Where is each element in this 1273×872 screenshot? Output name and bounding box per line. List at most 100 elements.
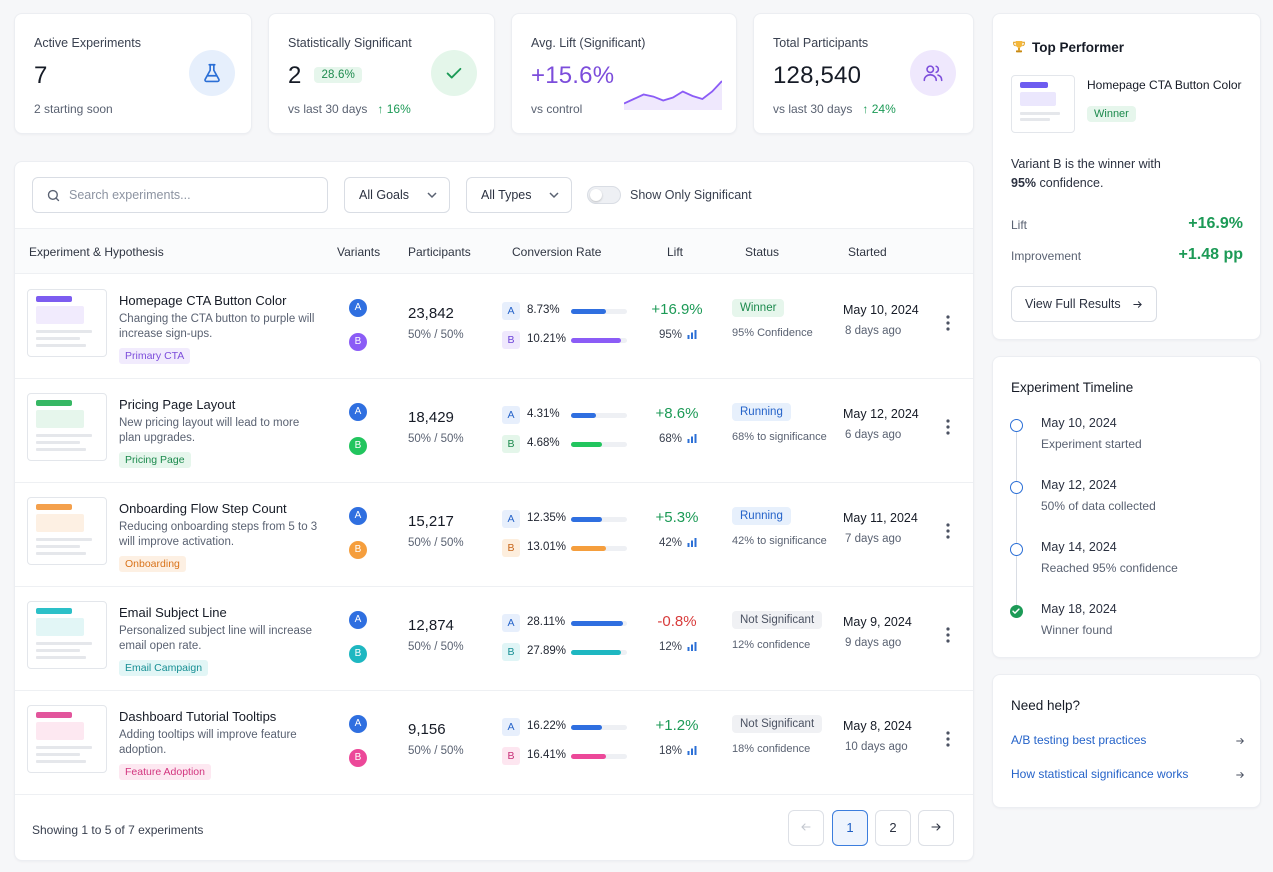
started-date: May 12, 2024 xyxy=(843,407,919,421)
variant-b-chip: B xyxy=(502,539,520,557)
signal-icon xyxy=(687,746,697,755)
timeline-event: 50% of data collected xyxy=(1041,499,1156,513)
improvement-label: Improvement xyxy=(1011,249,1082,263)
variant-b-bar xyxy=(571,338,627,343)
variant-b-dot: B xyxy=(349,333,367,351)
more-options-icon[interactable] xyxy=(942,729,954,749)
variant-a-dot: A xyxy=(349,299,367,317)
page-2-button[interactable]: 2 xyxy=(875,810,911,846)
experiment-tag: Primary CTA xyxy=(119,348,191,364)
experiment-tag: Email Campaign xyxy=(119,660,209,676)
table-row[interactable]: Email Subject Line Personalized subject l… xyxy=(15,587,973,691)
status-badge: Running xyxy=(732,403,791,421)
variant-a-fill xyxy=(571,621,623,626)
col-conversion: Conversion Rate xyxy=(512,245,602,259)
stat-value: 2 28.6% xyxy=(288,62,363,90)
experiments-table-card: All Goals All Types Show Only Significan… xyxy=(14,161,974,861)
page-1-button[interactable]: 1 xyxy=(832,810,868,846)
variant-b-fill xyxy=(571,754,606,759)
lift-value: -0.8% xyxy=(657,613,697,630)
variant-b-fill xyxy=(571,650,622,655)
flask-icon xyxy=(189,50,235,96)
sparkline-area xyxy=(624,81,722,110)
experiment-hypothesis: Reducing onboarding steps from 5 to 3 wi… xyxy=(119,521,318,548)
lift-label: Lift xyxy=(1011,218,1028,232)
check-circle-icon xyxy=(1010,605,1023,618)
col-participants: Participants xyxy=(408,245,471,259)
lift-sparkline xyxy=(624,80,722,110)
table-row[interactable]: Onboarding Flow Step Count Reducing onboa… xyxy=(15,483,973,587)
lift-value: +16.9% xyxy=(1188,215,1243,232)
variant-a-rate: 12.35% xyxy=(527,512,567,524)
timeline-date: May 10, 2024 xyxy=(1041,416,1117,430)
experiment-name[interactable]: Onboarding Flow Step Count xyxy=(119,501,287,516)
variant-a-fill xyxy=(571,309,606,314)
thumb-bar xyxy=(36,712,72,718)
lift-value: +1.2% xyxy=(655,717,699,734)
variant-b-rate: 27.89% xyxy=(527,645,567,657)
participant-count: 9,156 xyxy=(408,721,446,738)
chevron-down-icon xyxy=(427,192,437,199)
participant-split: 50% / 50% xyxy=(408,745,464,757)
col-variants: Variants xyxy=(337,245,381,259)
participant-count: 15,217 xyxy=(408,513,454,530)
arrow-left-icon xyxy=(801,823,811,831)
more-options-icon[interactable] xyxy=(942,625,954,645)
variant-a-bar xyxy=(571,413,627,418)
more-options-icon[interactable] xyxy=(942,313,954,333)
col-lift: Lift xyxy=(667,245,684,259)
prev-page-button[interactable] xyxy=(788,810,824,846)
status-badge: Running xyxy=(732,507,791,525)
variant-b-rate: 16.41% xyxy=(527,749,567,761)
stat-value: 7 xyxy=(34,62,48,89)
sparkline-line xyxy=(624,80,722,105)
table-row[interactable]: Pricing Page Layout New pricing layout wi… xyxy=(15,379,973,483)
signal-icon xyxy=(687,330,697,339)
participant-split: 50% / 50% xyxy=(408,537,464,549)
more-options-icon[interactable] xyxy=(942,417,954,437)
next-page-button[interactable] xyxy=(918,810,954,846)
status-badge: Not Significant xyxy=(732,715,823,733)
pagination: 1 2 xyxy=(15,796,973,860)
timeline-date: May 18, 2024 xyxy=(1041,602,1117,616)
signal-icon xyxy=(687,434,697,443)
top-performer-thumbnail xyxy=(1011,75,1075,133)
variant-b-chip: B xyxy=(502,747,520,765)
help-link-best-practices[interactable]: A/B testing best practices xyxy=(1011,733,1245,747)
variant-b-fill xyxy=(571,338,622,343)
trend-up: ↑ 24% xyxy=(862,102,896,116)
participant-count: 23,842 xyxy=(408,305,454,322)
started-ago: 10 days ago xyxy=(845,741,908,753)
significant-toggle[interactable] xyxy=(587,186,621,204)
variant-b-chip: B xyxy=(502,331,520,349)
experiment-name[interactable]: Pricing Page Layout xyxy=(119,397,236,412)
started-ago: 6 days ago xyxy=(845,429,902,441)
variant-a-dot: A xyxy=(349,403,367,421)
table-header: Experiment & Hypothesis Variants Partici… xyxy=(15,228,973,274)
experiment-name[interactable]: Email Subject Line xyxy=(119,605,227,620)
table-row[interactable]: Homepage CTA Button Color Changing the CT… xyxy=(15,275,973,379)
variant-a-rate: 8.73% xyxy=(527,304,560,316)
variant-a-rate: 16.22% xyxy=(527,720,567,732)
timeline-dot-icon xyxy=(1010,543,1023,556)
search-box[interactable] xyxy=(32,177,328,213)
stat-value: 128,540 xyxy=(773,62,862,89)
participant-split: 50% / 50% xyxy=(408,329,464,341)
goals-dropdown[interactable]: All Goals xyxy=(344,177,450,213)
experiment-thumbnail xyxy=(27,497,107,565)
more-options-icon[interactable] xyxy=(942,521,954,541)
timeline-title: Experiment Timeline xyxy=(1011,380,1134,395)
experiment-name[interactable]: Dashboard Tutorial Tooltips xyxy=(119,709,277,724)
thumb-block xyxy=(36,722,84,740)
stat-sub: vs last 30 days ↑ 16% xyxy=(288,102,411,116)
view-full-results-button[interactable]: View Full Results xyxy=(1011,286,1157,322)
types-dropdown[interactable]: All Types xyxy=(466,177,572,213)
help-link-significance[interactable]: How statistical significance works xyxy=(1011,767,1245,781)
variant-b-chip: B xyxy=(502,643,520,661)
pagination-summary: Showing 1 to 5 of 7 experiments xyxy=(32,823,204,837)
variant-b-dot: B xyxy=(349,749,367,767)
variant-b-bar xyxy=(571,546,627,551)
table-row[interactable]: Dashboard Tutorial Tooltips Adding toolti… xyxy=(15,691,973,795)
search-input[interactable] xyxy=(69,178,319,212)
experiment-name[interactable]: Homepage CTA Button Color xyxy=(119,293,287,308)
